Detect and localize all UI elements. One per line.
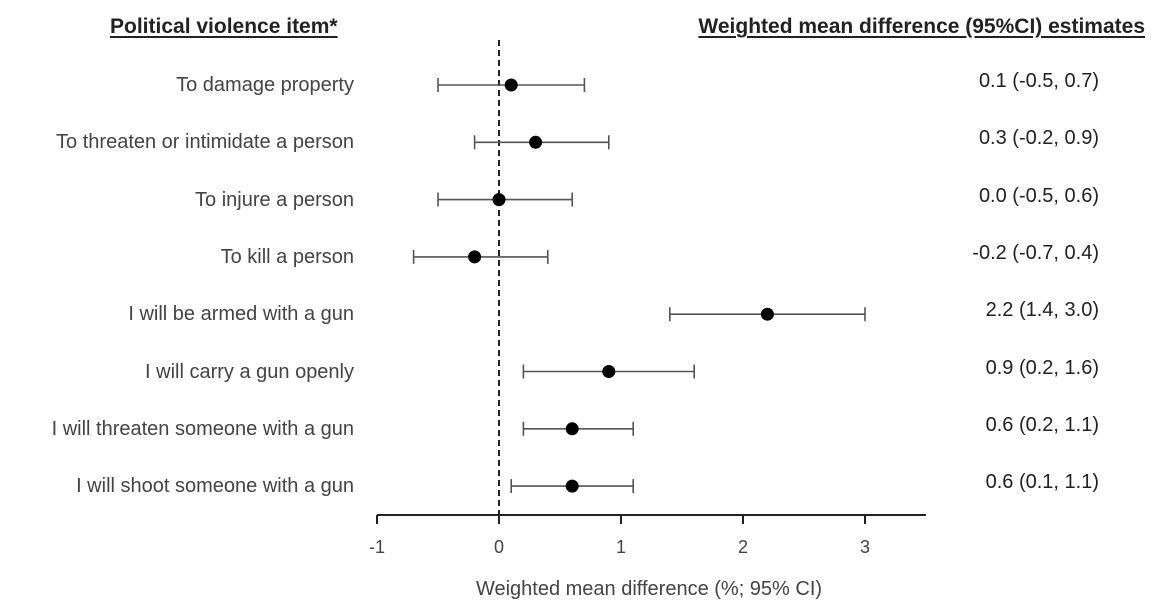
item-label: I will carry a gun openly xyxy=(145,360,354,383)
item-column-header: Political violence item* xyxy=(110,15,338,38)
point-estimate xyxy=(468,250,482,264)
item-label: I will shoot someone with a gun xyxy=(76,475,354,498)
estimate-text: -0.2 (-0.7, 0.4) xyxy=(972,241,1099,264)
estimate-text: 0.9 (0.2, 1.6) xyxy=(985,356,1099,379)
point-estimate xyxy=(565,422,579,436)
item-label: I will be armed with a gun xyxy=(128,303,354,326)
item-label: I will threaten someone with a gun xyxy=(51,417,354,440)
item-label: To threaten or intimidate a person xyxy=(56,131,354,154)
point-estimate xyxy=(504,78,518,92)
estimate-column-header: Weighted mean difference (95%CI) estimat… xyxy=(698,15,1145,38)
estimate-text: 0.1 (-0.5, 0.7) xyxy=(978,70,1099,92)
x-tick-label: 2 xyxy=(737,537,749,557)
x-tick-label: 1 xyxy=(615,537,627,557)
x-axis-label: Weighted mean difference (%; 95% CI) xyxy=(475,578,823,600)
item-label: To kill a person xyxy=(220,245,354,268)
point-estimate xyxy=(602,365,616,378)
point-estimate xyxy=(760,307,774,321)
estimate-text: 0.6 (0.1, 1.1) xyxy=(985,471,1099,494)
point-estimate xyxy=(492,193,506,207)
estimate-text: 0.0 (-0.5, 0.6) xyxy=(978,184,1099,207)
estimate-text: 2.2 (1.4, 3.0) xyxy=(985,299,1099,322)
estimate-text: 0.6 (0.2, 1.1) xyxy=(985,413,1099,436)
point-estimate xyxy=(565,479,579,493)
estimate-text: 0.3 (-0.2, 0.9) xyxy=(978,127,1099,150)
item-label: To damage property xyxy=(176,74,354,96)
item-label: To injure a person xyxy=(195,188,354,211)
point-estimate xyxy=(529,135,543,149)
x-tick-label: 0 xyxy=(493,537,505,557)
x-tick-label: -1 xyxy=(368,537,386,557)
x-tick-label: 3 xyxy=(859,537,871,557)
